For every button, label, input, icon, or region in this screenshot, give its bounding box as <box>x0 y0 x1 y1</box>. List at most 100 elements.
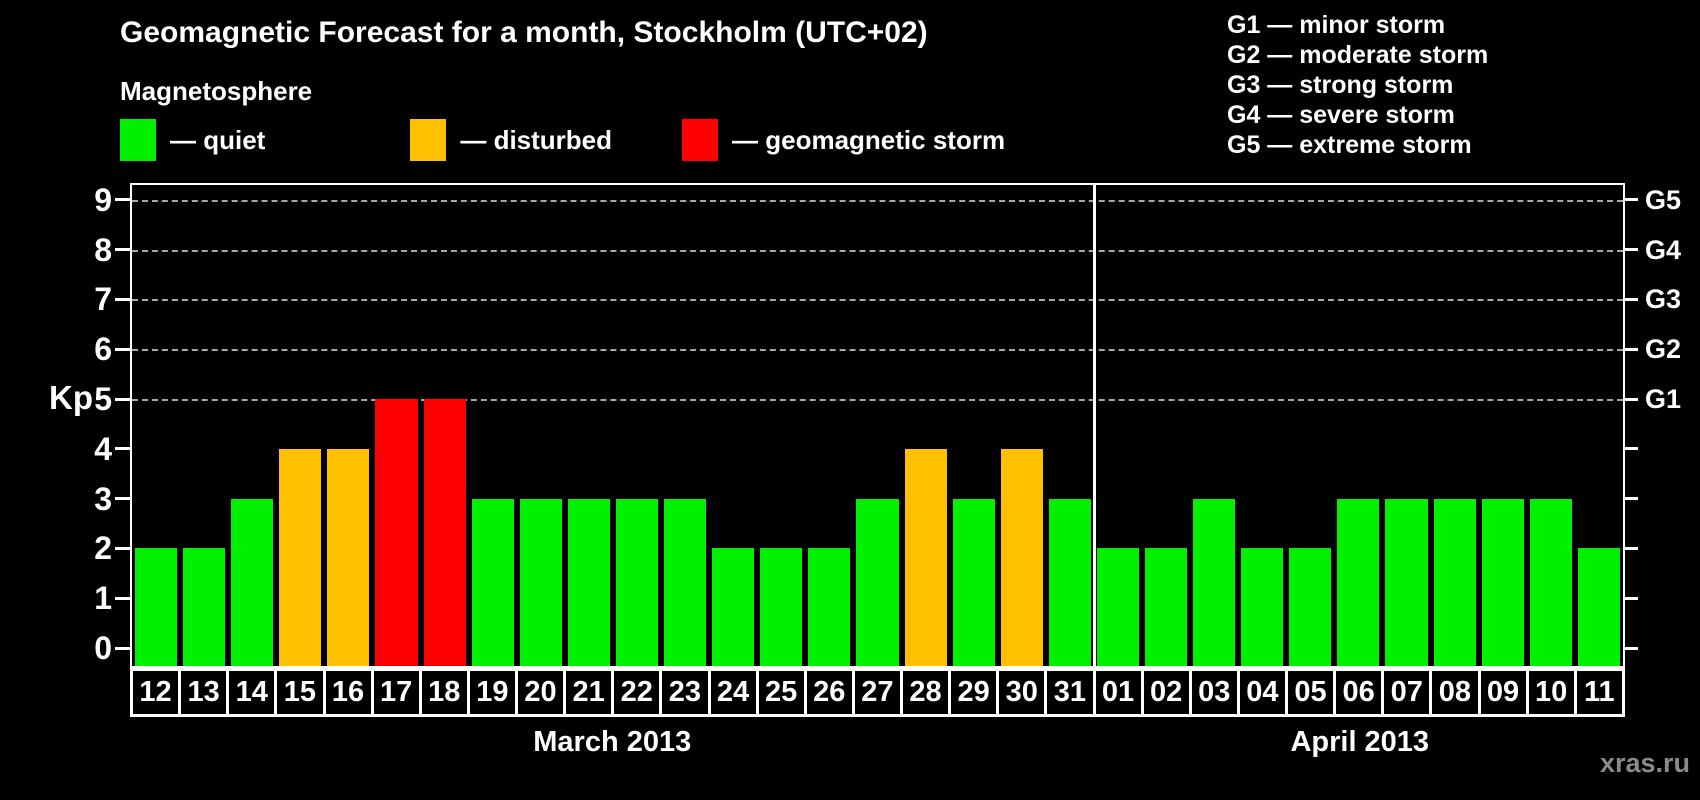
legend-label-quiet: — quiet <box>170 124 266 155</box>
bar-column-day-22 <box>613 185 661 666</box>
y-tick-left-4 <box>115 447 130 451</box>
kp-bar-day-14 <box>231 499 274 666</box>
day-label-15: 15 <box>274 668 326 717</box>
right-axis-label-g5: G5 <box>1645 184 1682 215</box>
y-tick-label-3: 3 <box>94 480 112 517</box>
gridline-kp8 <box>132 249 1623 252</box>
month-label-march: March 2013 <box>533 726 692 758</box>
g-scale-legend: G1 — minor storm G2 — moderate storm G3 — … <box>1227 10 1488 160</box>
month-label-april: April 2013 <box>1290 726 1430 758</box>
kp-bar-day-18 <box>423 399 466 666</box>
day-label-16: 16 <box>322 668 374 717</box>
day-label-27: 27 <box>851 668 903 717</box>
day-label-21: 21 <box>563 668 615 717</box>
right-axis-label-g2: G2 <box>1645 334 1682 365</box>
y-tick-label-2: 2 <box>94 530 112 567</box>
day-label-19: 19 <box>466 668 518 717</box>
gridline-kp5 <box>132 399 1623 401</box>
kp-bar-day-25 <box>760 548 803 666</box>
day-label-13: 13 <box>178 668 230 717</box>
kp-bar-day-02 <box>1144 548 1188 666</box>
legend-item-quiet: — quiet <box>120 119 265 161</box>
bar-column-day-10 <box>1527 185 1575 666</box>
bar-column-day-24 <box>709 185 757 666</box>
day-label-09: 09 <box>1477 668 1529 717</box>
gridline-kp9 <box>132 199 1623 202</box>
chart-title: Geomagnetic Forecast for a month, Stockh… <box>120 16 928 49</box>
bar-column-day-09 <box>1479 185 1527 666</box>
day-label-08: 08 <box>1429 668 1481 717</box>
bar-column-day-02 <box>1142 185 1190 666</box>
day-label-17: 17 <box>370 668 422 717</box>
day-label-29: 29 <box>948 668 1000 717</box>
legend-label-disturbed: — disturbed <box>460 124 613 155</box>
legend-item-disturbed: — disturbed <box>410 119 612 161</box>
y-tick-left-1 <box>115 596 130 600</box>
plot-inner <box>132 185 1623 666</box>
bar-column-day-13 <box>180 185 228 666</box>
kp-bar-day-20 <box>519 499 562 666</box>
y-tick-left-7 <box>115 297 130 301</box>
kp-bar-day-28 <box>904 449 947 666</box>
day-label-18: 18 <box>418 668 470 717</box>
day-label-01: 01 <box>1092 668 1144 717</box>
watermark: xras.ru <box>1599 748 1690 778</box>
bar-column-day-12 <box>132 185 180 666</box>
g-legend-line-5: G5 — extreme storm <box>1227 131 1472 159</box>
g-legend-line-4: G4 — severe storm <box>1227 101 1455 129</box>
day-label-24: 24 <box>707 668 759 717</box>
kp-bar-day-06 <box>1337 499 1380 666</box>
bar-column-day-25 <box>757 185 805 666</box>
disturbed-color-swatch <box>410 119 447 161</box>
bar-column-day-29 <box>950 185 998 666</box>
bar-column-day-05 <box>1286 185 1334 666</box>
g-legend-line-1: G1 — minor storm <box>1227 11 1446 39</box>
quiet-color-swatch <box>120 119 156 161</box>
bar-column-day-21 <box>565 185 613 666</box>
day-label-25: 25 <box>755 668 807 717</box>
kp-bar-day-15 <box>279 449 322 666</box>
y-tick-left-0 <box>115 646 130 650</box>
kp-bar-day-27 <box>856 499 899 666</box>
legend-label-storm: — geomagnetic storm <box>732 124 1006 155</box>
day-label-05: 05 <box>1285 668 1337 717</box>
y-tick-left-9 <box>115 198 130 202</box>
bar-column-day-15 <box>276 185 324 666</box>
y-tick-right-5 <box>1623 397 1638 401</box>
kp-bar-day-05 <box>1289 548 1332 666</box>
day-label-10: 10 <box>1525 668 1577 717</box>
day-label-23: 23 <box>659 668 711 717</box>
kp-bar-day-08 <box>1433 499 1476 666</box>
kp-bar-day-24 <box>712 548 755 666</box>
y-tick-label-9: 9 <box>94 181 112 218</box>
day-label-06: 06 <box>1333 668 1385 717</box>
y-tick-label-6: 6 <box>94 331 112 368</box>
bar-column-day-06 <box>1334 185 1382 666</box>
right-axis-label-g1: G1 <box>1645 384 1682 414</box>
bar-column-day-14 <box>228 185 276 666</box>
gridline-kp7 <box>132 299 1623 302</box>
bar-column-day-23 <box>661 185 709 666</box>
day-label-11: 11 <box>1573 668 1625 717</box>
bar-column-day-27 <box>853 185 901 666</box>
y-tick-right-1 <box>1623 596 1638 600</box>
day-label-04: 04 <box>1236 668 1288 717</box>
bar-column-day-31 <box>1046 185 1094 666</box>
bar-column-day-28 <box>902 185 950 666</box>
day-label-28: 28 <box>900 668 952 717</box>
y-tick-right-9 <box>1623 198 1638 202</box>
kp-bar-day-16 <box>327 449 370 666</box>
right-axis-label-g3: G3 <box>1645 284 1682 315</box>
kp-bar-day-04 <box>1241 548 1284 666</box>
month-label-row: March 2013 April 2013 <box>130 726 1625 759</box>
day-label-03: 03 <box>1188 668 1240 717</box>
kp-bar-day-29 <box>952 499 995 666</box>
bar-column-day-16 <box>324 185 372 666</box>
y-tick-label-8: 8 <box>94 231 112 268</box>
y-tick-label-0: 0 <box>94 630 112 666</box>
kp-bar-day-17 <box>375 399 418 666</box>
day-label-07: 07 <box>1381 668 1433 717</box>
kp-bar-day-26 <box>808 548 851 666</box>
day-label-22: 22 <box>611 668 663 717</box>
